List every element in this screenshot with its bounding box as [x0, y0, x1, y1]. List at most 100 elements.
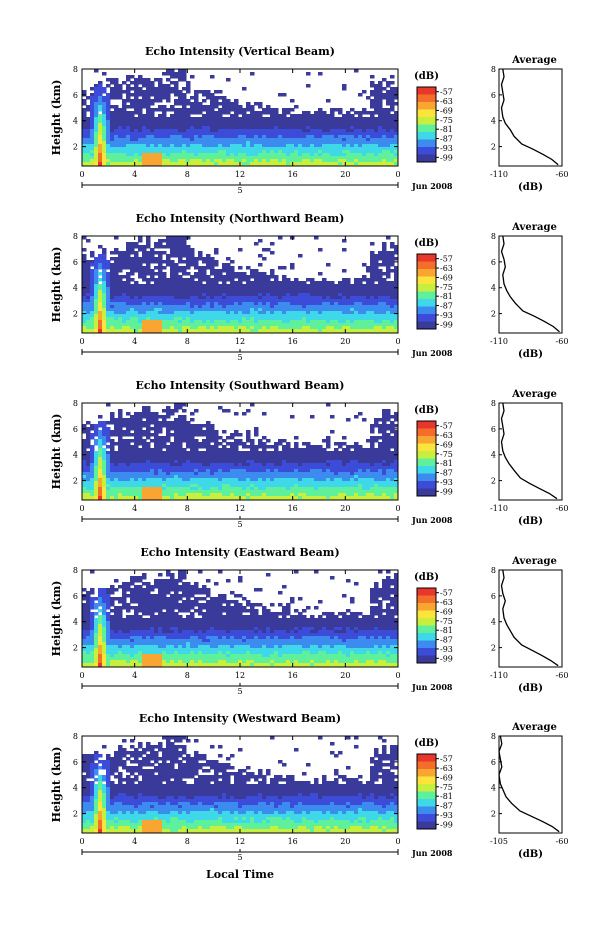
colorbar-swatch — [417, 421, 436, 429]
average-y-tick-label: 4 — [491, 618, 496, 627]
colorbar-swatch — [417, 791, 436, 800]
colorbar-swatch — [417, 109, 436, 118]
average-x-label: (dB) — [518, 516, 543, 527]
day-label: 5 — [237, 853, 242, 862]
average-y-tick-label: 4 — [491, 451, 496, 460]
heatmap-field — [82, 69, 398, 166]
colorbar-swatch — [417, 458, 436, 467]
y-tick-label: 4 — [73, 284, 78, 293]
x-tick-label: 8 — [185, 671, 190, 680]
colorbar-swatch — [417, 473, 436, 482]
average-y-tick-label: 8 — [491, 232, 496, 241]
average-y-tick-label: 6 — [491, 91, 496, 100]
y-tick-label: 2 — [73, 810, 78, 819]
colorbar-swatch — [417, 595, 436, 604]
colorbar-swatch — [417, 299, 436, 307]
average-x-tick-label: -105 — [490, 837, 508, 846]
average-profile-line — [500, 235, 560, 333]
colorbar-swatch — [417, 276, 436, 285]
average-x-tick-label: -110 — [490, 504, 508, 513]
bottom-xlabel: Local Time — [206, 868, 274, 881]
average-profile-line — [500, 569, 559, 667]
colorbar-swatch — [417, 154, 436, 163]
x-tick-label: 20 — [340, 671, 350, 680]
x-tick-label: 20 — [340, 837, 350, 846]
colorbar-unit: (dB) — [414, 71, 439, 82]
colorbar-swatch — [417, 618, 436, 626]
colorbar-tick-label: -63 — [440, 97, 453, 106]
colorbar-swatch — [417, 481, 436, 489]
x-tick-label: 0 — [395, 337, 400, 346]
colorbar-tick-label: -87 — [440, 302, 453, 311]
colorbar-swatch — [417, 633, 436, 641]
x-tick-label: 8 — [185, 337, 190, 346]
average-x-label: (dB) — [518, 349, 543, 360]
average-profile-line — [498, 735, 560, 833]
y-tick-label: 2 — [73, 143, 78, 152]
date-label: Jun 2008 — [411, 515, 453, 525]
y-tick-label: 6 — [73, 425, 78, 434]
y-tick-label: 8 — [73, 232, 78, 241]
x-tick-label: 4 — [132, 337, 137, 346]
x-tick-label: 4 — [132, 170, 137, 179]
average-frame — [498, 402, 563, 501]
colorbar-swatch — [417, 814, 436, 822]
date-label: Jun 2008 — [411, 348, 453, 358]
colorbar-swatch — [417, 776, 436, 785]
colorbar-tick-label: -57 — [440, 589, 453, 598]
panel-0: Echo Intensity (Vertical Beam) 2 4 6 8 Height… — [50, 45, 568, 195]
colorbar-swatch — [417, 784, 436, 792]
x-tick-label: 4 — [132, 671, 137, 680]
x-tick-label: 20 — [340, 504, 350, 513]
average-profile-line — [500, 402, 558, 500]
colorbar-swatch — [417, 603, 436, 611]
x-tick-label: 12 — [235, 671, 245, 680]
x-tick-label: 8 — [185, 837, 190, 846]
y-tick-label: 6 — [73, 258, 78, 267]
colorbar-tick-label: -69 — [440, 273, 453, 282]
x-tick-label: 0 — [395, 671, 400, 680]
x-tick-label: 12 — [235, 170, 245, 179]
y-tick-label: 8 — [73, 399, 78, 408]
colorbar-swatch — [417, 754, 436, 762]
x-tick-label: 0 — [395, 504, 400, 513]
y-axis-label: Height (km) — [50, 414, 63, 490]
y-axis-label: Height (km) — [50, 247, 63, 323]
panel-4: Echo Intensity (Westward Beam) 2 4 6 8 Height… — [50, 712, 568, 862]
colorbar-swatch — [417, 761, 436, 770]
y-tick-label: 2 — [73, 310, 78, 319]
colorbar-swatch — [417, 428, 436, 437]
colorbar-swatch — [417, 466, 436, 474]
average-title: Average — [511, 389, 557, 400]
average-title: Average — [511, 222, 557, 233]
heatmap-field — [82, 403, 398, 500]
colorbar-tick-label: -63 — [440, 598, 453, 607]
average-y-tick-label: 8 — [491, 566, 496, 575]
panel-2: Echo Intensity (Southward Beam) 2 4 6 8 Heigh… — [50, 379, 568, 529]
average-x-tick-label: -60 — [556, 337, 569, 346]
colorbar-tick-label: -69 — [440, 773, 453, 782]
panel-title: Echo Intensity (Northward Beam) — [136, 212, 345, 225]
average-x-tick-label: -60 — [556, 170, 569, 179]
panel-title: Echo Intensity (Eastward Beam) — [140, 546, 339, 559]
colorbar-tick-label: -75 — [440, 783, 453, 792]
y-tick-label: 2 — [73, 644, 78, 653]
colorbar-tick-label: -57 — [440, 422, 453, 431]
colorbar-tick-label: -99 — [440, 320, 453, 329]
colorbar-swatch — [417, 655, 436, 664]
colorbar-tick-label: -81 — [440, 459, 453, 468]
average-y-tick-label: 4 — [491, 284, 496, 293]
date-label: Jun 2008 — [411, 848, 453, 858]
y-tick-label: 4 — [73, 117, 78, 126]
y-tick-label: 8 — [73, 566, 78, 575]
x-tick-label: 16 — [288, 504, 298, 513]
average-title: Average — [511, 556, 557, 567]
colorbar-swatch — [417, 769, 436, 777]
day-label: 5 — [237, 353, 242, 362]
x-tick-label: 20 — [340, 337, 350, 346]
y-axis-label: Height (km) — [50, 581, 63, 657]
colorbar-swatch — [417, 321, 436, 330]
panel-title: Echo Intensity (Vertical Beam) — [145, 45, 335, 58]
colorbar-swatch — [417, 147, 436, 155]
y-tick-label: 2 — [73, 477, 78, 486]
